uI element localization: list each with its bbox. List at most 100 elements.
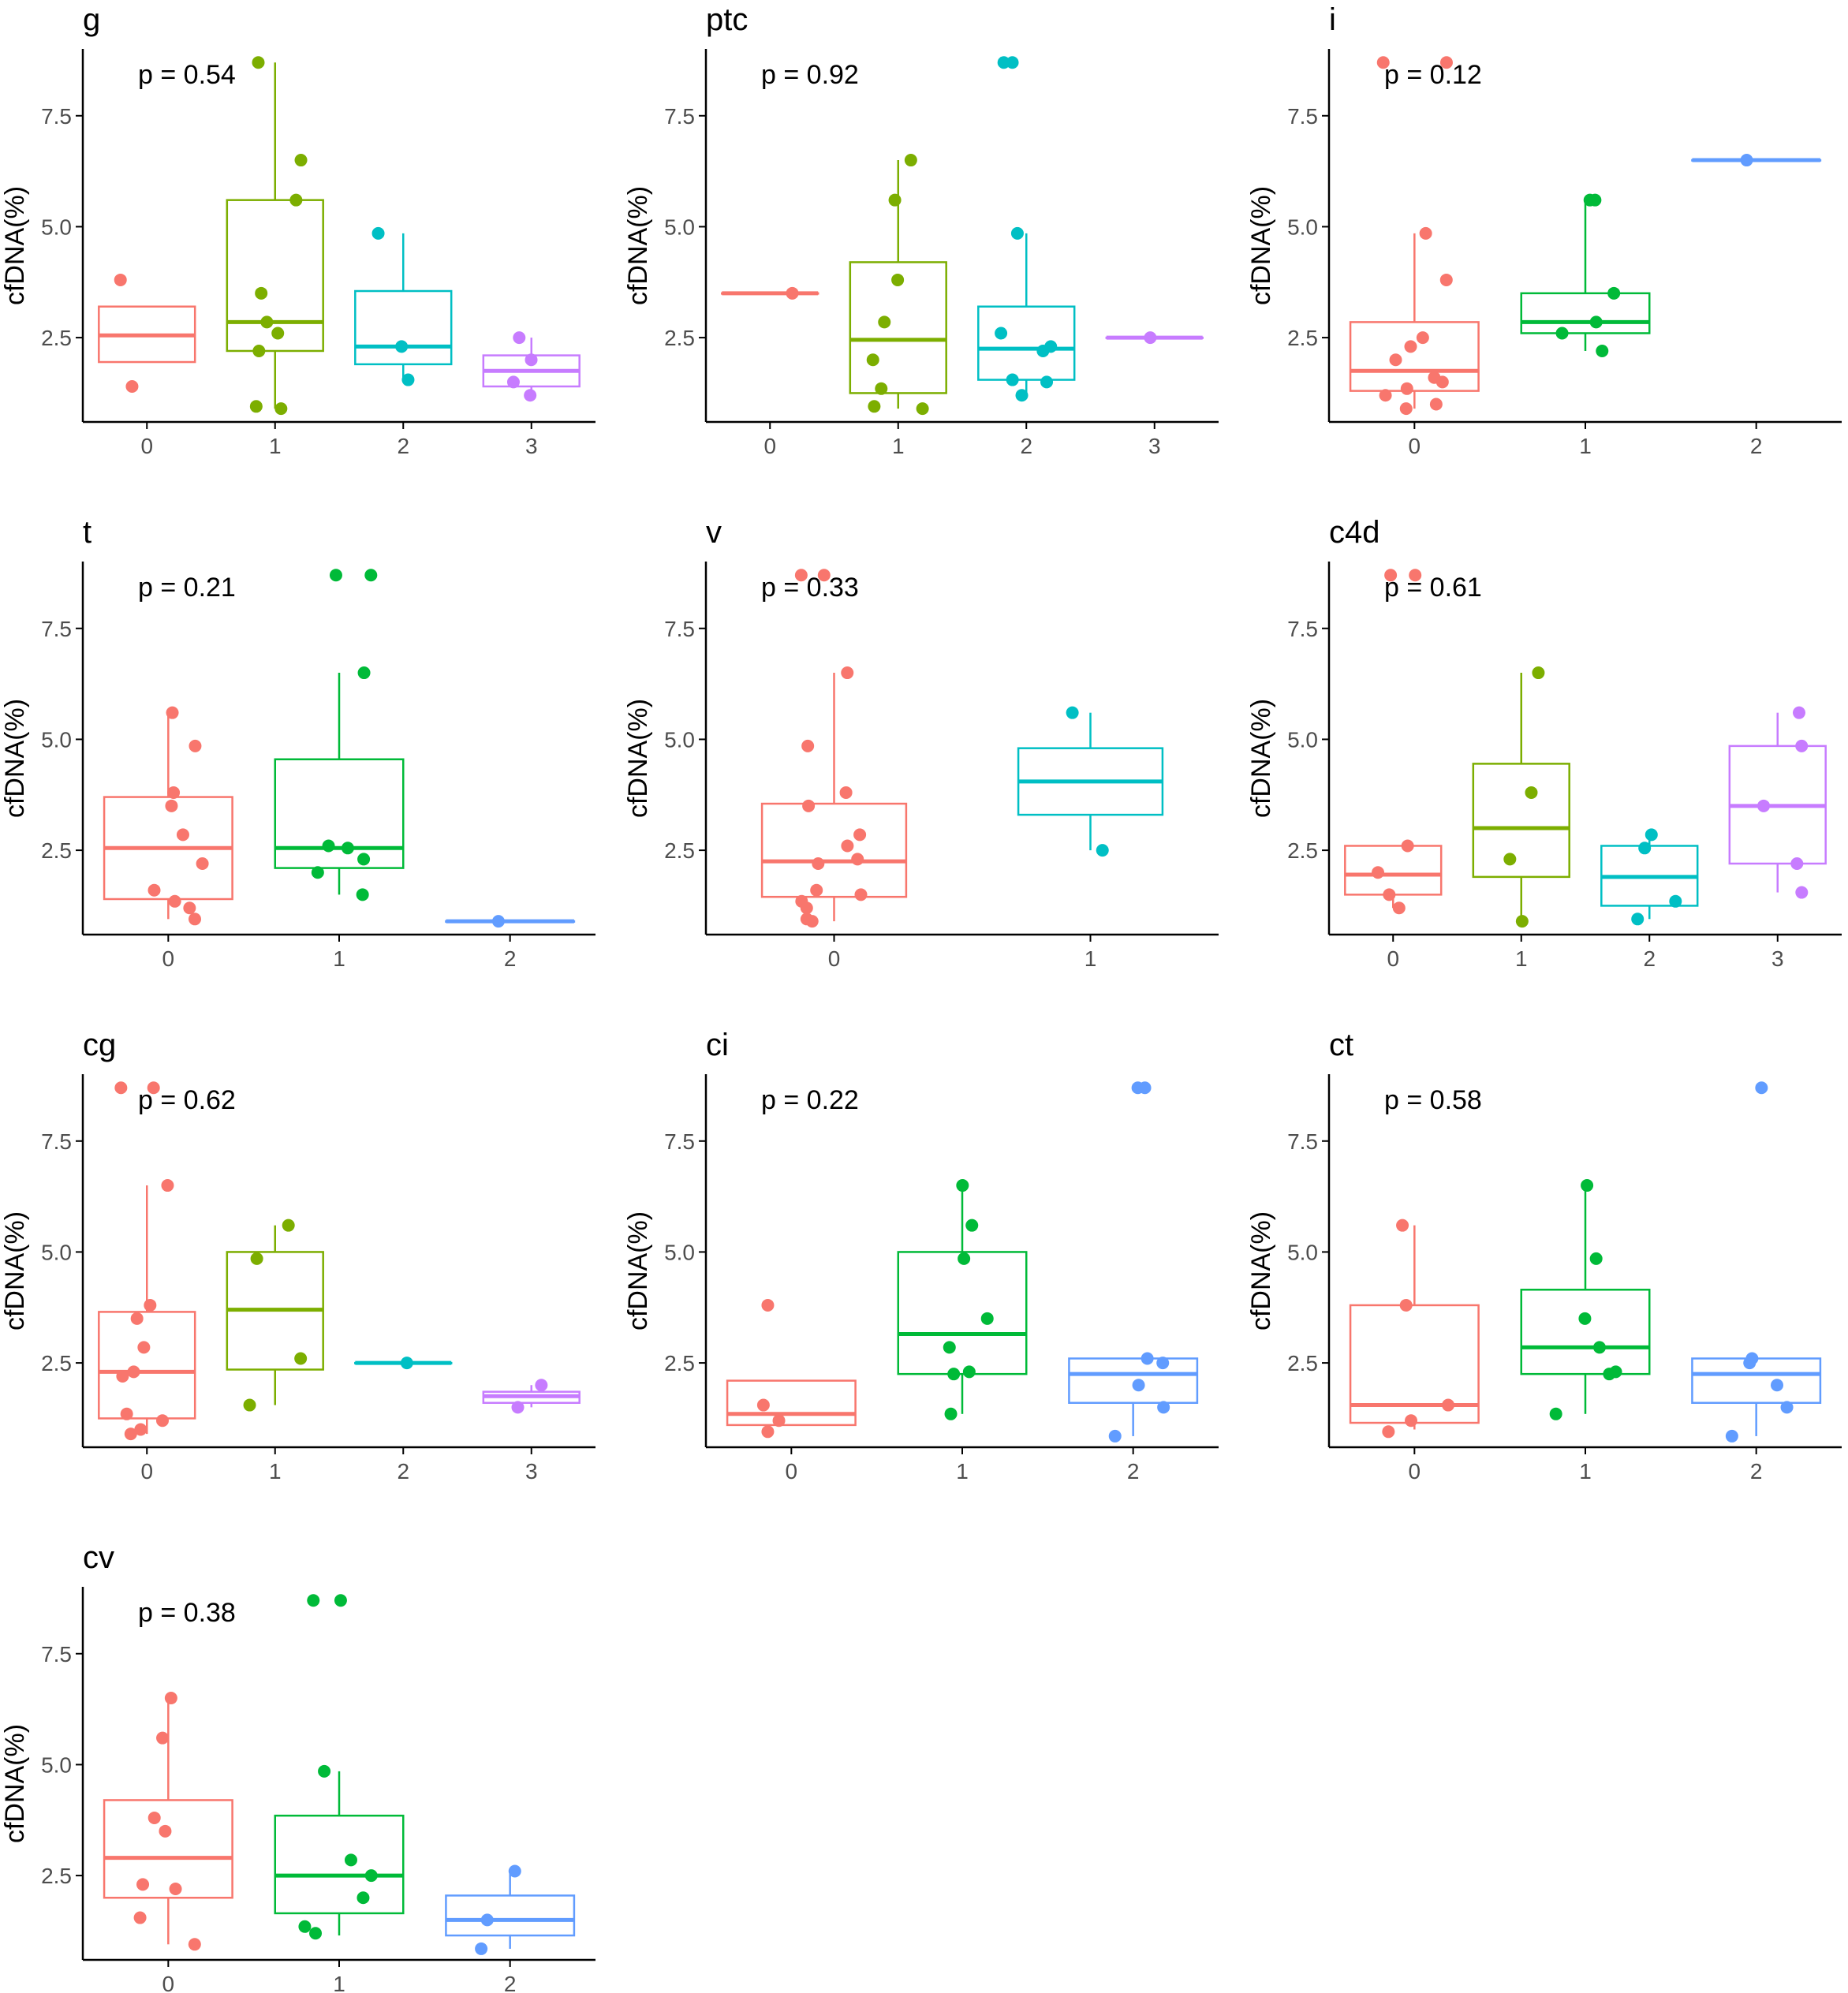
p-value: p = 0.21 [138, 573, 236, 603]
data-point [1589, 315, 1603, 329]
y-tick-label: 5.0 [664, 727, 695, 752]
data-point [1383, 888, 1396, 901]
y-tick-label: 2.5 [41, 1351, 72, 1375]
p-value: p = 0.61 [1384, 573, 1482, 603]
y-tick-label: 7.5 [1287, 1129, 1318, 1154]
data-point [298, 1920, 312, 1933]
panel-title: cg [83, 1028, 116, 1062]
data-point [1376, 56, 1390, 69]
data-point [1581, 1179, 1594, 1192]
data-point [1771, 1379, 1784, 1392]
group-1: 1 [226, 56, 324, 458]
data-point [147, 1081, 160, 1095]
data-point [114, 273, 127, 286]
data-point [866, 353, 879, 367]
group-0: 0 [726, 1298, 857, 1484]
y-tick-label: 2.5 [41, 326, 72, 350]
data-point [480, 1913, 494, 1927]
data-point [334, 1594, 347, 1607]
data-point [851, 853, 864, 866]
panel-cv: cv cfDNA(%) 2.5 5.0 7.5 p = 0.38 0 1 2 [0, 1540, 595, 1993]
y-axis-label: cfDNA(%) [0, 699, 30, 818]
data-point [1132, 1379, 1145, 1392]
y-tick-label: 7.5 [41, 1129, 72, 1154]
data-point [176, 828, 189, 842]
group-1: 1 [1520, 193, 1651, 458]
data-point [329, 569, 342, 582]
group-1: 1 [1520, 1179, 1651, 1484]
data-point [401, 373, 415, 386]
data-point [535, 1379, 548, 1392]
group-1: 1 [226, 1219, 324, 1484]
data-point [491, 915, 505, 928]
y-tick-label: 2.5 [1287, 838, 1318, 863]
data-point [943, 1341, 956, 1354]
data-point [1780, 1401, 1794, 1414]
data-point [995, 327, 1008, 340]
data-point [1589, 1252, 1603, 1265]
group-2: 2 [977, 56, 1076, 458]
y-tick-label: 7.5 [664, 617, 695, 641]
y-tick-label: 7.5 [41, 617, 72, 641]
data-point [159, 1824, 172, 1838]
data-point [1006, 56, 1019, 69]
data-point [1589, 193, 1602, 207]
data-point [841, 666, 854, 680]
data-point [1792, 706, 1805, 719]
x-tick-label: 0 [786, 1459, 798, 1484]
data-point [888, 193, 902, 207]
p-value: p = 0.58 [1384, 1085, 1482, 1115]
data-point [1157, 1401, 1170, 1414]
y-tick-label: 5.0 [41, 1240, 72, 1264]
data-point [841, 839, 854, 853]
box [760, 802, 908, 898]
data-point [1389, 353, 1402, 367]
data-point [1108, 1429, 1122, 1442]
box [1520, 292, 1651, 334]
data-point [357, 666, 371, 680]
x-tick-label: 0 [763, 434, 776, 458]
data-point [525, 353, 538, 367]
x-tick-label: 1 [269, 1459, 282, 1484]
x-tick-label: 2 [1020, 434, 1032, 458]
data-point [116, 1369, 129, 1383]
x-tick-label: 1 [333, 1972, 345, 1993]
data-point [761, 1425, 775, 1439]
y-tick-label: 5.0 [664, 1240, 695, 1264]
data-point [761, 1298, 775, 1312]
data-point [1141, 1352, 1154, 1365]
panel-title: c4d [1329, 515, 1380, 550]
y-tick-label: 2.5 [41, 838, 72, 863]
x-tick-label: 0 [828, 946, 841, 971]
data-point [1725, 1429, 1738, 1442]
group-2: 2 [1691, 154, 1822, 458]
group-3: 3 [1105, 331, 1204, 458]
x-tick-label: 1 [956, 1459, 969, 1484]
panel-c4d: c4d cfDNA(%) 2.5 5.0 7.5 p = 0.61 0 1 2 3 [1246, 515, 1842, 971]
group-0: 0 [1349, 1219, 1480, 1484]
data-point [812, 857, 825, 870]
y-tick-label: 7.5 [664, 1129, 695, 1154]
data-point [252, 344, 266, 357]
data-point [243, 1398, 256, 1412]
x-tick-label: 1 [1579, 1459, 1592, 1484]
data-point [794, 569, 808, 582]
data-point [357, 1891, 370, 1905]
x-tick-label: 1 [1515, 946, 1528, 971]
x-tick-label: 0 [1409, 1459, 1421, 1484]
x-tick-label: 3 [1771, 946, 1784, 971]
y-axis-label: cfDNA(%) [623, 699, 653, 818]
data-point [1404, 340, 1417, 353]
panel-v: v cfDNA(%) 2.5 5.0 7.5 p = 0.33 0 1 [623, 515, 1219, 971]
group-1: 1 [1017, 706, 1164, 971]
data-point [1795, 886, 1809, 899]
data-point [249, 400, 263, 413]
data-point [1532, 666, 1545, 680]
y-tick-label: 2.5 [664, 1351, 695, 1375]
x-tick-label: 2 [397, 1459, 409, 1484]
data-point [1439, 273, 1453, 286]
data-point [756, 1398, 770, 1412]
y-axis-label: cfDNA(%) [623, 1211, 653, 1331]
y-tick-label: 2.5 [1287, 326, 1318, 350]
group-1: 1 [849, 154, 947, 458]
